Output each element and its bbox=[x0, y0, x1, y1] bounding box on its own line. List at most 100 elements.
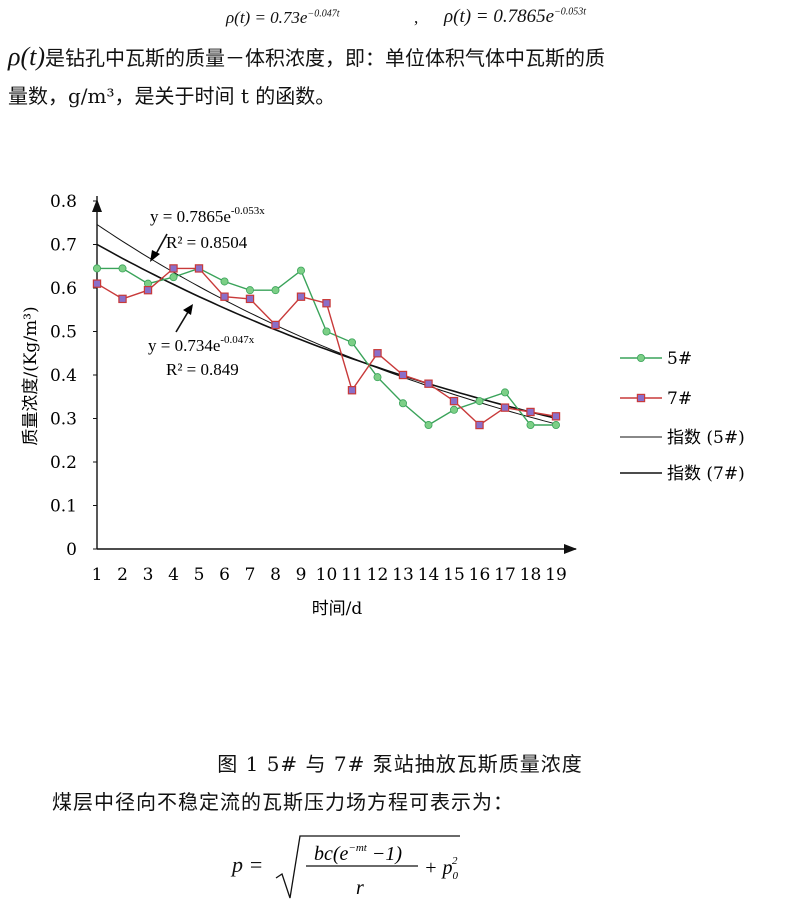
y-tick-label: 0.2 bbox=[50, 453, 77, 473]
figure-caption: 图 1 5# 与 7# 泵站抽放瓦斯质量浓度 bbox=[217, 752, 583, 776]
data-point bbox=[449, 396, 459, 406]
chart-axes bbox=[92, 196, 577, 554]
concentration-chart: 00.10.20.30.40.50.60.70.8 1 2 3 4 5 6 7 8 9 10 11 1… bbox=[21, 192, 745, 619]
equation-left: ρ(t) = 0.73e−0.047t bbox=[226, 8, 340, 27]
y-tick-label: 0.1 bbox=[50, 497, 77, 517]
y-tick-labels: 0 0.1 0.2 0.3 0.4 0.5 0.6 0.7 0.8 bbox=[50, 192, 97, 560]
annotation-exponent: -0.053x bbox=[231, 205, 265, 217]
x-tick-label: 10 bbox=[316, 565, 338, 585]
x-tick-label: 8 bbox=[270, 565, 281, 585]
data-point bbox=[347, 338, 356, 347]
y-axis-arrow bbox=[92, 199, 102, 212]
top-equations: ρ(t) = 0.73e−0.047t , ρ(t) = 0.7865e−0.0… bbox=[0, 6, 800, 34]
y-tick-label: 0.3 bbox=[50, 410, 77, 430]
annotation-exponent: -0.047x bbox=[220, 334, 254, 346]
data-point bbox=[245, 286, 254, 295]
annotation-arrow bbox=[155, 233, 168, 255]
data-point bbox=[526, 407, 535, 417]
data-point bbox=[220, 292, 229, 301]
x-tick-label: 17 bbox=[494, 565, 516, 585]
x-tick-label: 6 bbox=[219, 565, 230, 585]
x-tick-labels: 1 2 3 4 5 6 7 8 9 10 11 12 13 14 15 16 17 18 19 bbox=[92, 565, 567, 585]
data-point bbox=[296, 266, 305, 275]
x-tick-label: 1 bbox=[92, 565, 103, 585]
legend-label: 指数 (5#) bbox=[667, 428, 745, 448]
legend-marker bbox=[637, 353, 646, 362]
data-point bbox=[449, 405, 458, 414]
annotation-arrowhead bbox=[150, 250, 160, 262]
data-point bbox=[424, 379, 433, 388]
data-point bbox=[500, 388, 509, 397]
data-point bbox=[118, 264, 127, 273]
data-point bbox=[245, 294, 255, 304]
data-point bbox=[143, 285, 153, 295]
data-point bbox=[500, 403, 510, 412]
formula-graphic: bc(e−mt −1) r + p02 bbox=[275, 835, 460, 899]
legend-label: 5# bbox=[667, 349, 692, 369]
x-tick-label: 7 bbox=[245, 565, 256, 585]
rho-symbol: ρ(t) bbox=[8, 42, 46, 71]
data-series bbox=[92, 264, 561, 430]
data-point bbox=[296, 292, 306, 301]
x-tick-label: 19 bbox=[545, 565, 567, 585]
data-point bbox=[475, 420, 484, 430]
annotation-arrow bbox=[175, 311, 189, 333]
y-tick-label: 0.6 bbox=[50, 279, 77, 299]
trend-lines bbox=[96, 224, 557, 425]
data-point bbox=[322, 299, 331, 308]
pressure-formula: p = bc(e−mt −1) r + p02 bbox=[232, 832, 492, 904]
x-tick-label: 3 bbox=[143, 565, 154, 585]
formula-denominator: r bbox=[356, 877, 364, 899]
x-tick-label: 9 bbox=[296, 565, 307, 585]
data-point bbox=[347, 386, 357, 395]
annotation-arrowhead bbox=[183, 304, 193, 315]
annotation-r2: R² = 0.849 bbox=[166, 360, 239, 379]
sqrt-sign bbox=[275, 835, 460, 899]
data-point bbox=[93, 264, 102, 273]
x-axis-arrow bbox=[564, 544, 577, 554]
data-point bbox=[373, 373, 382, 382]
equation-separator: , bbox=[414, 8, 419, 27]
y-tick-label: 0.5 bbox=[50, 323, 77, 343]
data-point bbox=[526, 421, 535, 430]
y-axis-label: 质量浓度/(Kg/m³) bbox=[21, 306, 41, 445]
x-tick-label: 18 bbox=[520, 565, 542, 585]
x-tick-label: 14 bbox=[418, 565, 440, 585]
legend-label: 7# bbox=[667, 389, 692, 409]
data-point bbox=[322, 327, 331, 336]
data-point bbox=[271, 286, 280, 295]
formula-numerator: bc(e−mt −1) bbox=[314, 842, 402, 865]
data-point bbox=[424, 421, 433, 430]
paragraph-line-1: 是钻孔中瓦斯的质量－体积浓度，即：单位体积气体中瓦斯的质 bbox=[45, 46, 606, 70]
y-tick-label: 0.8 bbox=[50, 192, 77, 212]
annotation-equation: y = 0.734e-0.047x bbox=[148, 334, 255, 355]
y-tick-label: 0 bbox=[66, 540, 77, 560]
formula-lhs: p = bbox=[232, 852, 264, 877]
equation-right: ρ(t) = 0.7865e−0.053t bbox=[444, 6, 587, 27]
x-axis-label: 时间/d bbox=[312, 599, 363, 619]
data-point bbox=[398, 399, 407, 408]
chart-legend: 5# 7# 指数 (5#) 指数 (7#) bbox=[620, 349, 745, 484]
y-tick-label: 0.4 bbox=[50, 366, 77, 386]
data-point bbox=[118, 294, 127, 304]
data-point bbox=[169, 273, 178, 282]
legend-label: 指数 (7#) bbox=[667, 464, 745, 484]
x-tick-label: 2 bbox=[117, 565, 128, 585]
data-point bbox=[271, 320, 280, 330]
y-tick-label: 0.7 bbox=[50, 236, 77, 256]
legend-marker bbox=[636, 393, 646, 403]
annotation-r2: R² = 0.8504 bbox=[166, 233, 248, 252]
data-point bbox=[92, 279, 102, 288]
data-point bbox=[551, 412, 561, 421]
trend-line bbox=[96, 224, 557, 425]
data-point bbox=[398, 370, 408, 380]
x-tick-label: 12 bbox=[367, 565, 389, 585]
data-point bbox=[169, 264, 178, 273]
x-tick-label: 15 bbox=[443, 565, 465, 585]
intro-paragraph: ρ(t)是钻孔中瓦斯的质量－体积浓度，即：单位体积气体中瓦斯的质 量数，g/m³… bbox=[8, 38, 794, 115]
x-tick-label: 5 bbox=[194, 565, 205, 585]
body-text: 煤层中径向不稳定流的瓦斯压力场方程可表示为： bbox=[52, 790, 514, 814]
data-point bbox=[194, 264, 204, 273]
annotation-equation: y = 0.7865e-0.053x bbox=[150, 205, 265, 226]
paragraph-line-2: 量数，g/m³，是关于时间 t 的函数。 bbox=[8, 84, 336, 108]
